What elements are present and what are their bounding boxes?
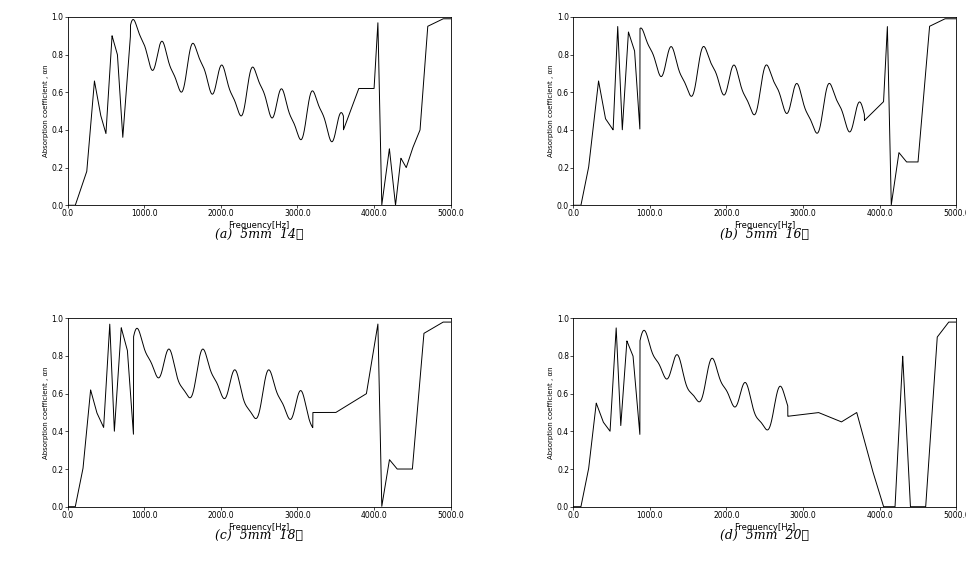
Text: (d)  5mm  20층: (d) 5mm 20층 [721, 529, 810, 542]
Y-axis label: Absorption coefficient , αn: Absorption coefficient , αn [548, 366, 554, 459]
X-axis label: Frequency[Hz]: Frequency[Hz] [229, 522, 290, 531]
Y-axis label: Absorption coefficient , αn: Absorption coefficient , αn [548, 65, 554, 158]
Text: (c)  5mm  18층: (c) 5mm 18층 [215, 529, 303, 542]
Text: (b)  5mm  16층: (b) 5mm 16층 [721, 228, 810, 241]
X-axis label: Frequency[Hz]: Frequency[Hz] [734, 221, 795, 230]
Y-axis label: Absorption coefficient , αn: Absorption coefficient , αn [43, 65, 48, 158]
X-axis label: Frequency[Hz]: Frequency[Hz] [734, 522, 795, 531]
Y-axis label: Absorption coefficient , αn: Absorption coefficient , αn [43, 366, 48, 459]
Text: (a)  5mm  14층: (a) 5mm 14층 [214, 228, 303, 241]
X-axis label: Frequency[Hz]: Frequency[Hz] [229, 221, 290, 230]
